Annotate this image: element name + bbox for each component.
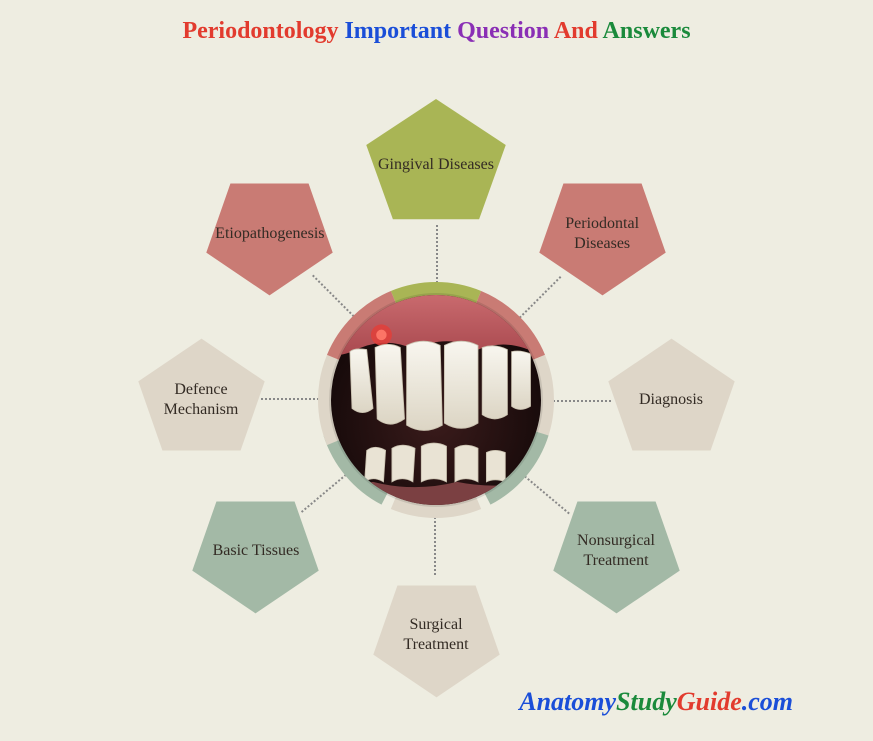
topic-label: Diagnosis bbox=[625, 390, 717, 410]
watermark-part: Anatomy bbox=[519, 687, 616, 716]
center-image-circle bbox=[331, 295, 541, 505]
topic-node: Basic Tissues bbox=[183, 484, 328, 619]
topic-node: Surgical Treatment bbox=[364, 568, 509, 703]
teeth-gums-icon bbox=[331, 295, 541, 505]
topic-node: Diagnosis bbox=[599, 333, 744, 468]
topic-label: Periodontal Diseases bbox=[530, 214, 675, 254]
topic-label: Nonsurgical Treatment bbox=[544, 531, 689, 571]
topic-node: Nonsurgical Treatment bbox=[544, 484, 689, 619]
title-word: And bbox=[554, 18, 598, 44]
connector bbox=[434, 510, 436, 575]
topic-label: Basic Tissues bbox=[199, 541, 314, 561]
title-word: Important bbox=[344, 18, 451, 44]
topic-label: Etiopathogenesis bbox=[201, 224, 338, 244]
title-word: Periodontology bbox=[182, 18, 338, 44]
page-title: Periodontology Important Question And An… bbox=[0, 18, 873, 45]
topic-label: Gingival Diseases bbox=[364, 155, 508, 175]
watermark-part: Study bbox=[616, 687, 677, 716]
watermark: AnatomyStudyGuide.com bbox=[519, 687, 793, 717]
topic-node: Etiopathogenesis bbox=[197, 166, 342, 301]
title-word: Answers bbox=[603, 18, 691, 44]
topic-node: Defence Mechanism bbox=[129, 333, 274, 468]
title-word: Question bbox=[457, 18, 549, 44]
topic-node: Periodontal Diseases bbox=[530, 166, 675, 301]
watermark-part: .com bbox=[742, 687, 793, 716]
watermark-part: Guide bbox=[677, 687, 742, 716]
topic-label: Defence Mechanism bbox=[129, 380, 274, 420]
topic-node: Gingival Diseases bbox=[356, 93, 516, 238]
topic-label: Surgical Treatment bbox=[364, 615, 509, 655]
